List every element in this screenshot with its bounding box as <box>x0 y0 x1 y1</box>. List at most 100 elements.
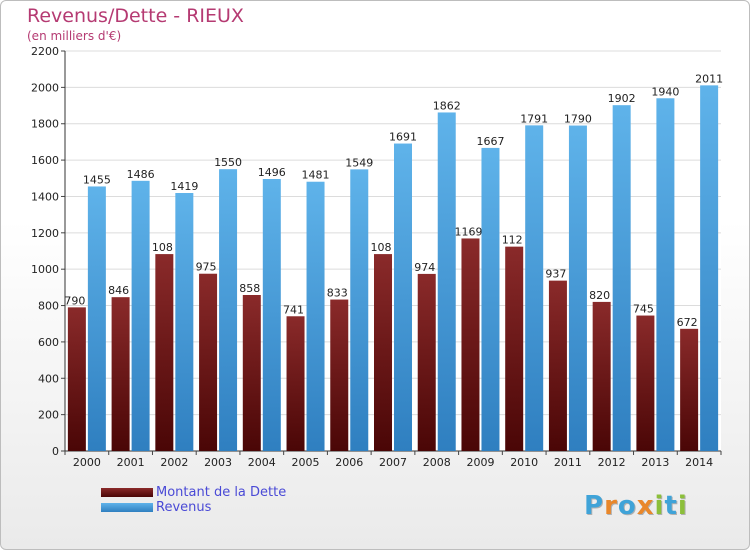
bar-dette <box>330 299 349 451</box>
data-label-dette: 975 <box>196 261 217 274</box>
bar-dette <box>67 307 86 451</box>
y-tick-label: 1000 <box>31 263 59 276</box>
x-tick-label: 2005 <box>292 456 320 469</box>
x-tick-label: 2009 <box>466 456 494 469</box>
bar-revenus <box>700 85 719 451</box>
y-tick-label: 1400 <box>31 190 59 203</box>
bar-revenus <box>656 98 675 451</box>
data-label-revenus: 2011 <box>695 72 723 85</box>
bar-dette <box>592 301 611 451</box>
data-label-dette: 108 <box>152 241 173 254</box>
data-label-revenus: 1862 <box>433 99 461 112</box>
logo-letter: o <box>617 491 637 521</box>
data-label-dette: 937 <box>545 268 566 281</box>
data-label-revenus: 1940 <box>651 85 679 98</box>
data-label-dette: 846 <box>108 284 129 297</box>
x-tick-label: 2003 <box>204 456 232 469</box>
x-tick-label: 2006 <box>335 456 363 469</box>
x-tick-label: 2001 <box>117 456 145 469</box>
data-label-revenus: 1902 <box>608 92 636 105</box>
y-tick-label: 600 <box>38 336 59 349</box>
bar-dette <box>680 328 699 451</box>
y-tick-label: 800 <box>38 300 59 313</box>
data-label-dette: 820 <box>589 289 610 302</box>
legend-label-dette: Montant de la Dette <box>156 485 287 500</box>
y-tick-label: 2000 <box>31 81 59 94</box>
bar-dette <box>505 246 524 451</box>
bar-revenus <box>481 147 500 451</box>
x-tick-label: 2000 <box>73 456 101 469</box>
y-tick-label: 0 <box>52 445 59 458</box>
bar-revenus <box>394 143 412 451</box>
data-label-dette: 858 <box>239 282 260 295</box>
x-tick-label: 2013 <box>641 456 669 469</box>
legend-label-revenus: Revenus <box>156 500 212 515</box>
bar-revenus <box>568 125 587 451</box>
x-tick-label: 2014 <box>685 456 713 469</box>
logo-letter: x <box>636 491 655 521</box>
x-tick-label: 2004 <box>248 456 276 469</box>
bar-revenus <box>131 180 150 451</box>
x-tick-label: 2008 <box>423 456 451 469</box>
y-tick-label: 1800 <box>31 118 59 131</box>
bar-dette <box>286 316 305 451</box>
x-tick-label: 2002 <box>160 456 188 469</box>
data-label-revenus: 1550 <box>214 156 242 169</box>
data-label-dette: 1169 <box>454 225 482 238</box>
chart-subtitle: (en milliers d'€) <box>27 29 122 43</box>
logo-letter: t <box>664 491 678 521</box>
bar-revenus <box>306 181 325 451</box>
x-tick-label: 2012 <box>598 456 626 469</box>
data-label-dette: 790 <box>64 294 85 307</box>
proxiti-logo: Proxiti <box>584 491 688 521</box>
logo-letter: i <box>654 491 665 521</box>
data-label-revenus: 1455 <box>83 173 111 186</box>
bar-dette <box>417 273 436 451</box>
data-label-revenus: 1481 <box>302 169 330 182</box>
data-label-revenus: 1691 <box>389 131 417 144</box>
bar-revenus <box>350 169 369 451</box>
bar-revenus <box>219 169 238 451</box>
logo-letter: r <box>604 491 618 521</box>
bar-dette <box>242 295 261 451</box>
x-tick-label: 2010 <box>510 456 538 469</box>
bar-dette <box>199 273 218 451</box>
bar-dette <box>461 238 480 451</box>
data-label-dette: 833 <box>327 287 348 300</box>
y-tick-label: 1600 <box>31 154 59 167</box>
bar-dette <box>111 297 130 451</box>
logo-letter: P <box>584 491 605 521</box>
data-label-revenus: 1667 <box>476 135 504 148</box>
data-label-revenus: 1790 <box>564 113 592 126</box>
legend-swatch-dette <box>101 488 153 497</box>
bar-revenus <box>175 193 194 451</box>
data-label-dette: 672 <box>677 316 698 329</box>
bar-revenus <box>525 125 544 451</box>
bar-dette <box>374 254 392 451</box>
data-label-revenus: 1791 <box>520 112 548 125</box>
y-tick-label: 2200 <box>31 45 59 58</box>
plot-area <box>65 51 721 451</box>
logo-letter: i <box>677 491 688 521</box>
chart-title: Revenus/Dette - RIEUX <box>27 5 244 27</box>
y-tick-label: 200 <box>38 409 59 422</box>
data-label-dette: 112 <box>502 234 523 247</box>
data-label-dette: 741 <box>283 303 304 316</box>
bar-revenus <box>437 112 456 452</box>
data-label-revenus: 1419 <box>170 180 198 193</box>
data-label-dette: 108 <box>371 241 392 254</box>
data-label-revenus: 1549 <box>345 156 373 169</box>
bar-revenus <box>87 186 106 452</box>
x-tick-label: 2011 <box>554 456 582 469</box>
data-label-revenus: 1496 <box>258 166 286 179</box>
data-label-dette: 745 <box>633 303 654 316</box>
bar-revenus <box>262 179 281 451</box>
bar-revenus <box>612 105 631 451</box>
y-tick-label: 1200 <box>31 227 59 240</box>
data-label-dette: 974 <box>414 261 435 274</box>
y-tick-label: 400 <box>38 372 59 385</box>
bar-dette <box>155 254 174 451</box>
bar-dette <box>548 280 567 451</box>
